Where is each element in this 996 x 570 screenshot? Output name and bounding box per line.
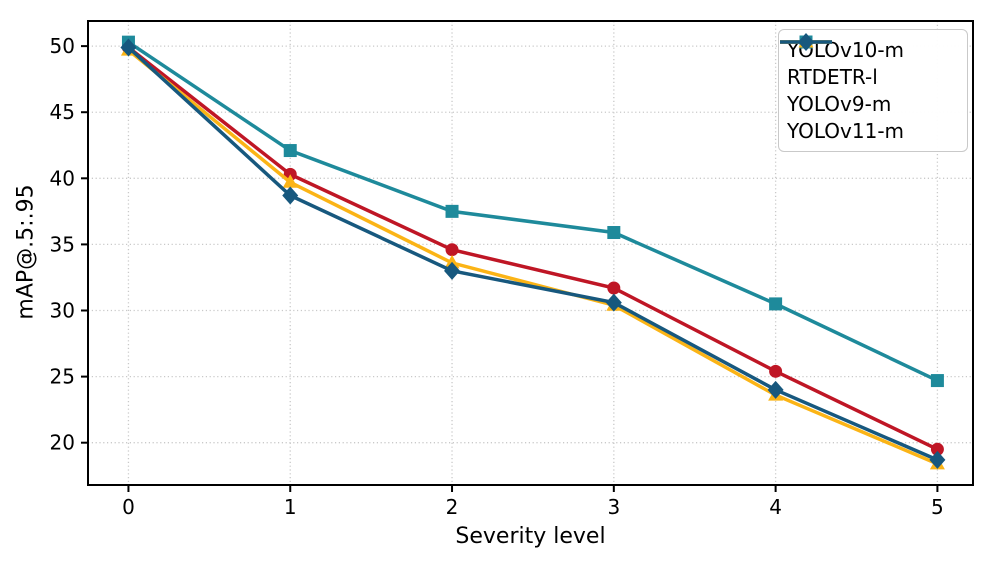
x-tick-label: 1 bbox=[284, 495, 297, 519]
x-tick-label: 4 bbox=[769, 495, 782, 519]
x-tick-label: 2 bbox=[446, 495, 459, 519]
y-tick-label: 50 bbox=[50, 34, 75, 58]
legend-label: YOLOv10-m bbox=[787, 38, 905, 62]
data-point-YOLOv11-m bbox=[767, 380, 784, 399]
data-point-YOLOv10-m bbox=[769, 364, 783, 378]
data-point-RTDETR-l bbox=[607, 226, 621, 240]
data-point-YOLOv11-m bbox=[929, 450, 946, 469]
x-tick-label: 3 bbox=[607, 495, 620, 519]
legend-item: YOLOv9-m bbox=[780, 34, 963, 116]
y-tick-label: 40 bbox=[50, 166, 75, 190]
legend-marker-diamond-icon bbox=[780, 33, 832, 51]
series-line-YOLOv10-m bbox=[127, 46, 939, 451]
data-point-RTDETR-l bbox=[930, 374, 944, 388]
y-tick-label: 25 bbox=[50, 365, 75, 389]
x-axis-label: Severity level bbox=[455, 524, 606, 549]
data-point-YOLOv11-m bbox=[605, 293, 622, 312]
x-tick-label: 0 bbox=[122, 495, 135, 519]
legend: YOLOv10-m RTDETR-l YOLOv9-m YOLOv11-m bbox=[778, 29, 968, 152]
x-tick-label: 5 bbox=[931, 495, 944, 519]
data-point-YOLOv11-m bbox=[282, 186, 299, 205]
series-line-YOLOv11-m bbox=[127, 46, 939, 462]
data-point-YOLOv10-m bbox=[445, 243, 459, 257]
y-axis-label: mAP@.5:.95 bbox=[13, 184, 39, 320]
data-point-RTDETR-l bbox=[769, 297, 783, 311]
legend-item: YOLOv11-m bbox=[780, 33, 963, 143]
plot-border bbox=[87, 20, 974, 486]
data-point-YOLOv10-m bbox=[930, 442, 944, 456]
y-tick-label: 20 bbox=[50, 431, 75, 455]
series-line-RTDETR-l bbox=[127, 40, 939, 383]
data-point-YOLOv9-m bbox=[444, 254, 460, 269]
data-point-RTDETR-l bbox=[283, 144, 297, 158]
legend-label: YOLOv9-m bbox=[787, 92, 892, 116]
legend-label: RTDETR-l bbox=[787, 65, 878, 89]
data-point-YOLOv10-m bbox=[607, 281, 621, 295]
legend-marker bbox=[798, 33, 814, 51]
legend-item: RTDETR-l bbox=[780, 35, 963, 89]
data-point-RTDETR-l bbox=[445, 204, 459, 218]
data-point-YOLOv11-m bbox=[120, 38, 137, 57]
y-tick-label: 30 bbox=[50, 299, 75, 323]
y-tick-label: 45 bbox=[50, 100, 75, 124]
legend-label: YOLOv11-m bbox=[787, 119, 905, 143]
y-tick-label: 35 bbox=[50, 232, 75, 256]
data-point-YOLOv11-m bbox=[444, 261, 461, 280]
series-line-YOLOv9-m bbox=[127, 48, 939, 466]
data-point-YOLOv9-m bbox=[282, 174, 298, 188]
